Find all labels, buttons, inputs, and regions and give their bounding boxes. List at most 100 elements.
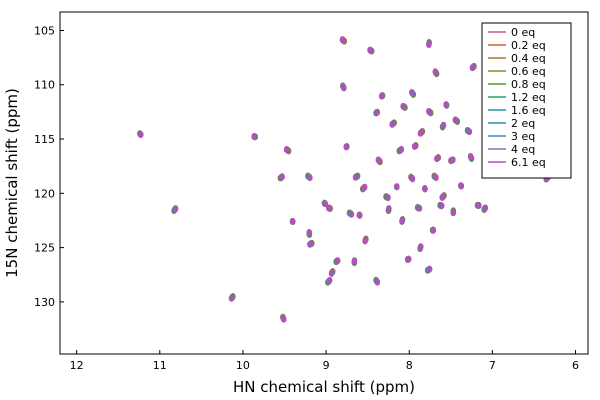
- peak-53: [439, 121, 447, 131]
- peak-contour: [467, 152, 474, 160]
- peak-55: [443, 101, 450, 109]
- peak-39: [409, 89, 417, 98]
- peak-contour: [409, 175, 416, 183]
- peak-contour: [430, 226, 437, 234]
- peak-0: [137, 130, 144, 138]
- legend-label: 4 eq: [511, 143, 535, 156]
- peak-contour: [439, 194, 445, 201]
- peak-contour: [409, 89, 415, 96]
- peak-62: [469, 62, 477, 72]
- peak-contour: [466, 128, 473, 136]
- peak-contour: [399, 218, 405, 225]
- peak-30: [383, 193, 391, 202]
- peak-42: [417, 243, 424, 253]
- legend-label: 3 eq: [511, 130, 535, 143]
- peak-38: [408, 173, 416, 183]
- y-axis: 105 110 115 120 125 130: [34, 24, 64, 309]
- peak-contour: [307, 240, 313, 248]
- peak-8: [305, 172, 313, 182]
- x-tick-label: 8: [406, 359, 413, 372]
- y-tick-label: 125: [34, 242, 55, 255]
- peak-contour: [326, 276, 333, 284]
- peak-48: [429, 226, 437, 234]
- peak-contour: [251, 133, 257, 140]
- peak-contour: [406, 255, 412, 263]
- peak-contour: [400, 102, 406, 110]
- peak-56: [448, 156, 456, 165]
- peak-contour: [426, 41, 432, 48]
- peak-4: [277, 173, 285, 182]
- x-tick-label: 11: [153, 359, 167, 372]
- peak-contour: [352, 173, 359, 181]
- peak-63: [474, 201, 482, 209]
- legend-label: 2 eq: [511, 117, 535, 130]
- legend-label: 6.1 eq: [511, 156, 546, 169]
- peak-contour: [452, 116, 458, 124]
- peak-contour: [416, 204, 423, 212]
- peak-54: [439, 192, 447, 201]
- peak-59: [458, 182, 465, 190]
- peak-3: [251, 133, 259, 141]
- peak-contour: [362, 183, 368, 191]
- peak-25: [367, 46, 375, 55]
- x-axis: 12 11 10 9 8 7 6: [70, 350, 579, 372]
- peak-1: [171, 205, 179, 215]
- x-tick-label: 6: [572, 359, 579, 372]
- peak-contour: [228, 294, 235, 302]
- peak-61: [467, 152, 475, 162]
- peak-contour: [378, 92, 385, 100]
- peak-contour: [439, 202, 445, 210]
- legend-label: 0.2 eq: [511, 39, 546, 52]
- peak-41: [414, 204, 423, 212]
- peak-15: [333, 257, 341, 266]
- peak-13: [328, 268, 336, 277]
- legend-label: 0.4 eq: [511, 52, 546, 65]
- peak-16: [340, 82, 347, 92]
- peak-contour: [138, 131, 144, 138]
- peak-contour: [374, 108, 381, 116]
- peak-22: [356, 211, 363, 219]
- x-tick-label: 7: [489, 359, 496, 372]
- peak-contour: [417, 129, 424, 137]
- peak-contour: [289, 217, 296, 225]
- peak-contour: [328, 270, 335, 277]
- peak-contour: [476, 202, 482, 209]
- peak-contour: [458, 182, 465, 190]
- peak-49: [431, 172, 439, 182]
- peak-contour: [367, 46, 373, 54]
- peak-46: [426, 39, 432, 48]
- peak-contour: [398, 145, 405, 153]
- legend-label: 0.6 eq: [511, 65, 546, 78]
- peak-24: [362, 235, 369, 245]
- peak-contour: [374, 278, 381, 286]
- peak-10: [307, 239, 315, 248]
- peak-23: [359, 183, 368, 193]
- peak-contour: [339, 36, 346, 43]
- x-tick-label: 10: [236, 359, 250, 372]
- peak-contour: [348, 210, 355, 218]
- peak-contour: [322, 200, 328, 208]
- legend-label: 0.8 eq: [511, 78, 546, 91]
- peak-17: [339, 36, 348, 45]
- peak-9: [306, 229, 313, 238]
- peak-40: [411, 142, 419, 150]
- peak-45: [424, 265, 433, 274]
- peak-12: [325, 276, 333, 286]
- peak-contour: [411, 143, 418, 150]
- peak-contour: [443, 101, 449, 108]
- peak-27: [373, 276, 381, 286]
- peak-contour: [283, 146, 290, 153]
- peak-contour: [279, 173, 285, 181]
- peak-58: [452, 116, 461, 126]
- peak-contour: [325, 204, 332, 212]
- y-tick-label: 110: [34, 79, 55, 92]
- peak-33: [394, 183, 400, 191]
- peak-contour: [341, 84, 347, 92]
- peak-contour: [469, 64, 476, 72]
- peak-contour: [357, 211, 363, 219]
- peak-35: [399, 215, 406, 225]
- peak-contour: [433, 174, 439, 182]
- peak-26: [373, 108, 381, 117]
- peak-29: [378, 92, 386, 100]
- peak-57: [450, 207, 456, 217]
